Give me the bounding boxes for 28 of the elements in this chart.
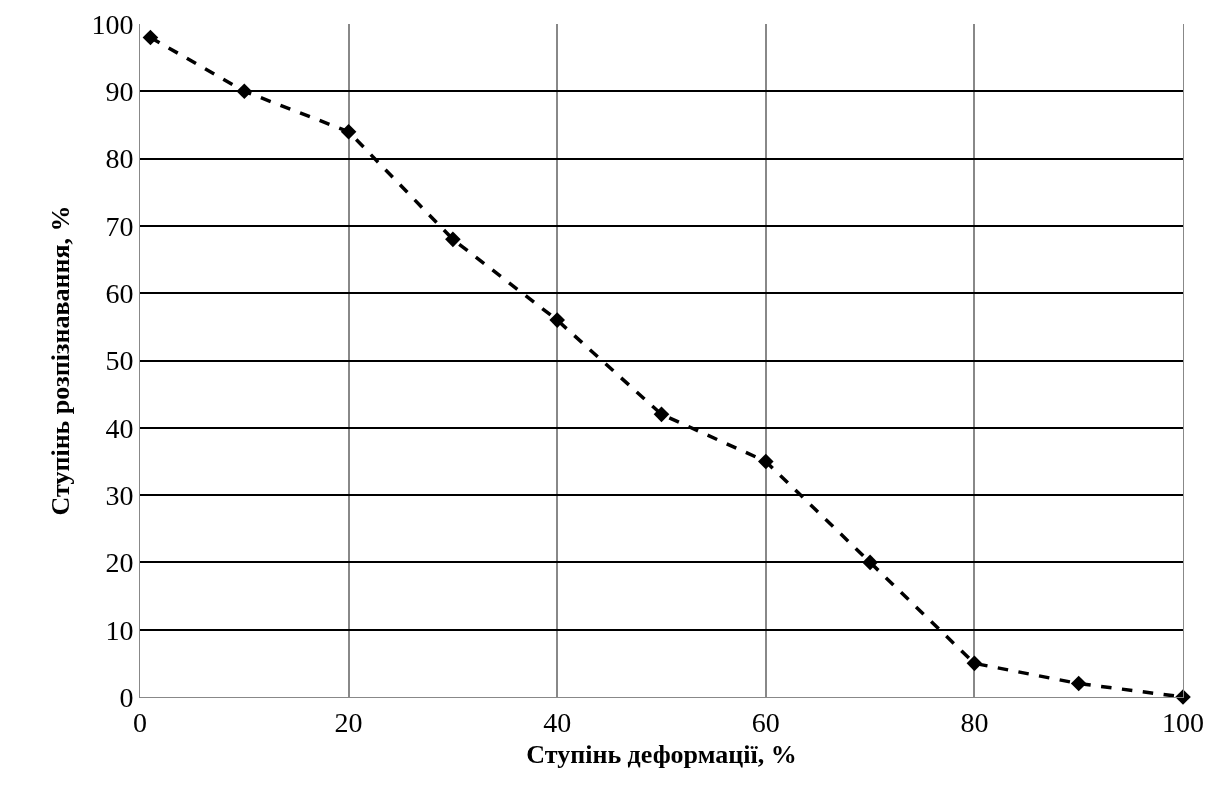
x-tick-label: 20	[334, 706, 363, 738]
y-tick-label: 70	[105, 210, 134, 242]
x-tick-label: 100	[1162, 706, 1204, 738]
y-tick-label: 10	[105, 614, 134, 646]
x-tick-label: 80	[960, 706, 989, 738]
y-tick-label: 100	[91, 8, 134, 40]
point	[142, 29, 159, 46]
y-tick-label: 30	[105, 479, 134, 511]
point	[1070, 675, 1087, 692]
point	[758, 453, 774, 470]
x-tick-label: 60	[751, 706, 780, 738]
point	[653, 406, 670, 423]
point	[445, 231, 461, 248]
y-axis-title: Ступінь розпізнавання, %	[45, 205, 75, 516]
point	[236, 83, 253, 100]
y-tick-label: 40	[105, 412, 134, 444]
y-tick-label: 20	[105, 547, 134, 579]
x-axis-title: Ступінь деформації, %	[526, 740, 797, 770]
y-tick-label: 60	[105, 278, 134, 309]
point	[549, 312, 565, 328]
point	[340, 123, 357, 140]
point	[862, 554, 878, 571]
x-tick-label: 40	[543, 706, 572, 738]
y-tick-label: 90	[105, 76, 134, 108]
y-tick-label: 80	[105, 143, 134, 175]
y-tick-label: 50	[105, 345, 134, 377]
y-tick-label: 0	[119, 681, 134, 713]
point	[966, 655, 983, 672]
